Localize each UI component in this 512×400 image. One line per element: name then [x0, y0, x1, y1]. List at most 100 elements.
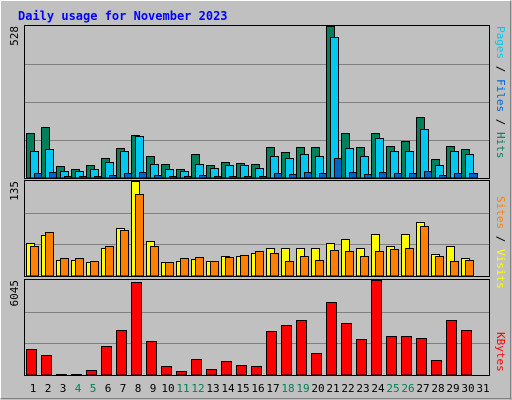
day-label-1: 1 [30, 382, 37, 395]
bar-sites-day-20 [315, 260, 324, 277]
bar-kbytes-day-15 [236, 365, 247, 376]
bar-sites-day-18 [285, 261, 294, 277]
bar-sites-day-7 [120, 230, 129, 277]
panel1-legend: Pages / Files / Hits [494, 26, 507, 159]
day-label-19: 19 [296, 382, 309, 395]
day-label-10: 10 [161, 382, 174, 395]
visits-sites-panel: 135 Sites / Visits [8, 180, 507, 289]
day-label-16: 16 [251, 382, 264, 395]
panel2-legend: Sites / Visits [494, 196, 507, 289]
bar-kbytes-day-7 [116, 330, 127, 376]
bar-kbytes-day-20 [311, 353, 322, 376]
day-label-28: 28 [431, 382, 444, 395]
bar-sites-day-14 [225, 257, 234, 277]
bar-kbytes-day-13 [206, 369, 217, 376]
day-label-24: 24 [371, 382, 385, 395]
bar-kbytes-day-26 [401, 336, 412, 376]
bar-sites-day-13 [210, 261, 219, 277]
bar-kbytes-day-9 [146, 341, 157, 376]
bar-kbytes-day-16 [251, 366, 262, 376]
day-label-13: 13 [206, 382, 219, 395]
legend-part-0: Sites [494, 196, 507, 229]
bar-kbytes-day-24 [371, 280, 382, 376]
day-label-8: 8 [135, 382, 142, 395]
panel1-gridlines [25, 64, 489, 141]
bar-sites-day-16 [255, 251, 264, 277]
bar-kbytes-day-2 [41, 355, 52, 376]
bar-kbytes-day-5 [86, 370, 97, 376]
day-label-18: 18 [281, 382, 294, 395]
day-label-14: 14 [221, 382, 235, 395]
bar-kbytes-day-29 [446, 320, 457, 376]
bar-kbytes-day-18 [281, 325, 292, 376]
hits-files-pages-panel: 528 Pages / Files / Hits [8, 25, 507, 179]
panel3-bars [26, 280, 472, 376]
bar-kbytes-day-23 [356, 339, 367, 376]
legend-part-0: Pages [494, 26, 507, 59]
bar-sites-day-1 [30, 246, 39, 277]
bar-sites-day-11 [180, 258, 189, 277]
bar-sites-day-12 [195, 257, 204, 277]
panel2-bars [26, 181, 474, 277]
chart-title: Daily usage for November 2023 [18, 9, 228, 23]
bar-sites-day-8 [135, 194, 144, 277]
day-label-20: 20 [311, 382, 324, 395]
bar-sites-day-9 [150, 246, 159, 277]
bar-kbytes-day-4 [71, 374, 82, 376]
panel3-legend: KBytes [494, 332, 507, 372]
legend-part-2: Visits [494, 249, 507, 289]
bar-sites-day-24 [375, 251, 384, 277]
day-axis-labels: 1 2 3 4 5 6 7 8 9 10 11 12 13 14 15 16 17 18 19 20 21 22 23 24 2… [30, 382, 490, 395]
bar-kbytes-day-8 [131, 282, 142, 376]
day-label-30: 30 [461, 382, 474, 395]
day-label-9: 9 [150, 382, 157, 395]
day-label-6: 6 [105, 382, 112, 395]
bar-sites-day-28 [435, 256, 444, 277]
kbytes-panel: 6045 KBytes [8, 279, 507, 376]
bar-kbytes-day-14 [221, 361, 232, 376]
panel1-max-label: 528 [8, 26, 21, 46]
bar-sites-day-2 [45, 232, 54, 277]
bar-sites-day-15 [240, 255, 249, 277]
bar-sites-day-17 [270, 253, 279, 277]
bar-kbytes-day-30 [461, 330, 472, 376]
bar-sites-day-23 [360, 256, 369, 277]
day-label-15: 15 [236, 382, 249, 395]
panel1-bars [26, 26, 478, 179]
bar-kbytes-day-6 [101, 346, 112, 376]
bar-kbytes-day-17 [266, 331, 277, 376]
bar-kbytes-day-11 [176, 371, 187, 376]
panel2-max-label: 135 [8, 181, 21, 201]
panel3-max-label: 6045 [8, 280, 21, 307]
bar-kbytes-day-1 [26, 349, 37, 376]
day-label-22: 22 [341, 382, 354, 395]
bar-sites-day-21 [330, 250, 339, 277]
legend-part-3: / [494, 112, 507, 132]
day-label-25: 25 [386, 382, 399, 395]
legend-part-0: KBytes [494, 332, 507, 372]
legend-part-2: Files [494, 79, 507, 112]
bar-sites-day-26 [405, 248, 414, 277]
day-label-7: 7 [120, 382, 127, 395]
day-label-23: 23 [356, 382, 369, 395]
bar-sites-day-6 [105, 246, 114, 277]
day-label-26: 26 [401, 382, 414, 395]
bar-pages-day-30 [469, 173, 478, 179]
legend-part-1: / [494, 229, 507, 249]
bar-kbytes-day-10 [161, 366, 172, 376]
bar-kbytes-day-27 [416, 338, 427, 376]
bar-kbytes-day-12 [191, 359, 202, 376]
bar-sites-day-29 [450, 261, 459, 277]
bar-sites-day-30 [465, 260, 474, 277]
panel2-gridlines [25, 213, 489, 245]
day-label-21: 21 [326, 382, 339, 395]
day-label-29: 29 [446, 382, 459, 395]
day-label-3: 3 [60, 382, 67, 395]
day-label-4: 4 [75, 382, 82, 395]
bar-files-day-27 [420, 129, 429, 179]
bar-sites-day-4 [75, 258, 84, 277]
bar-sites-day-22 [345, 251, 354, 277]
bar-sites-day-5 [90, 261, 99, 277]
day-label-2: 2 [45, 382, 52, 395]
